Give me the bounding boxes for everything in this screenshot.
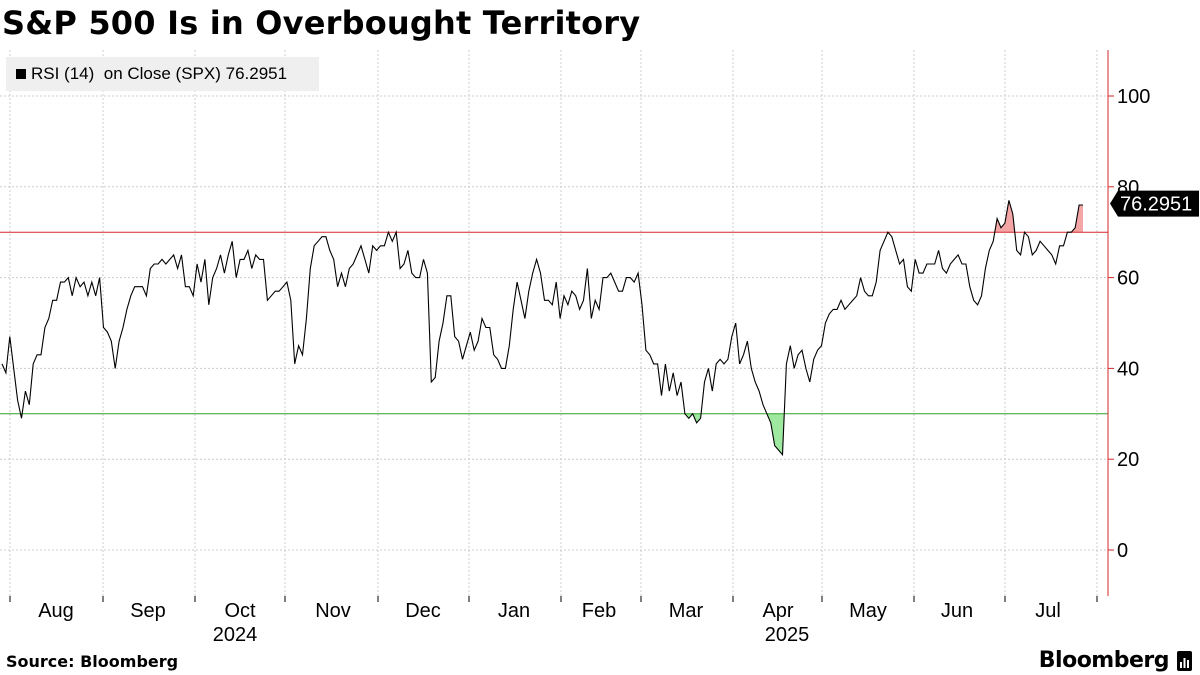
y-tick-label: 20 [1117,449,1139,471]
month-label: Nov [315,600,351,622]
legend-label: RSI (14) on Close (SPX) 76.2951 [31,64,288,83]
year-label: 2025 [765,624,810,646]
bloomberg-bars-icon [1177,650,1192,671]
month-label: May [849,600,887,622]
last-value-tag: 76.2951 [1110,190,1199,217]
month-label: Mar [669,600,704,622]
x-axis: Aug Sep Oct Nov Dec Jan Feb Mar Apr May Jun Jul 2024… [9,596,1098,646]
oversold-fill [684,413,693,419]
y-tick-label: 0 [1117,540,1128,562]
month-label: Oct [224,600,256,622]
bloomberg-logo: Bloomberg [1039,648,1192,673]
gridlines [0,50,1108,596]
month-label: Jul [1035,600,1061,622]
month-label: Aug [38,600,74,622]
last-value-tag-background [1110,190,1199,217]
brand-name: Bloomberg [1038,648,1170,673]
month-label: Feb [582,600,616,622]
month-label: Jun [941,600,973,622]
year-label: 2024 [213,624,258,646]
source-note: Source: Bloomberg [6,652,179,671]
y-tick-label: 40 [1117,358,1139,380]
month-label: Dec [405,600,441,622]
last-value-label: 76.2951 [1120,194,1192,216]
month-label: Jan [498,600,530,622]
legend: RSI (14) on Close (SPX) 76.2951 [6,57,319,91]
legend-swatch [16,69,26,79]
y-tick-label: 60 [1117,268,1139,290]
rsi-series-line [1,200,1083,457]
threshold-fills [20,200,1083,455]
y-tick-label: 100 [1117,86,1150,108]
overbought-fill [994,200,1015,233]
month-label: Apr [762,600,793,622]
chart-title: S&P 500 Is in Overbought Territory [2,4,641,42]
oversold-fill [692,413,702,423]
month-label: Sep [130,600,166,622]
threshold-lines [0,231,1108,415]
